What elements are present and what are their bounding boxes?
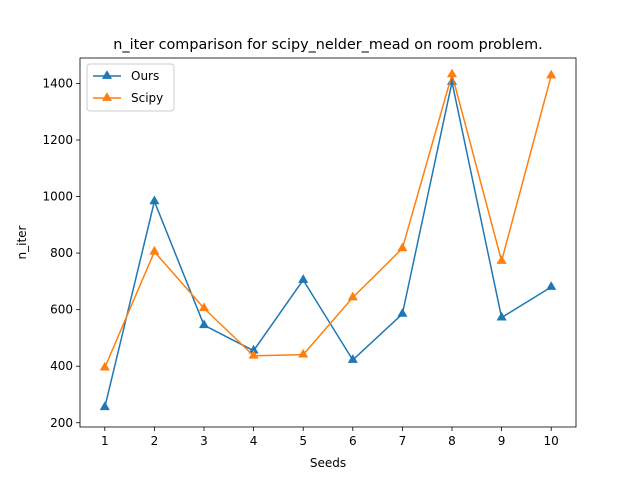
data-point-scipy xyxy=(347,291,358,301)
x-axis: 1 2 3 4 5 6 7 8 9 10 xyxy=(101,427,559,448)
data-point-scipy xyxy=(496,255,507,264)
data-point-ours xyxy=(198,319,210,329)
data-point-ours xyxy=(496,311,507,321)
y-tick-label: 1200 xyxy=(42,133,73,147)
data-point-scipy xyxy=(99,361,110,371)
y-tick-label: 200 xyxy=(50,416,73,430)
x-tick-label: 1 xyxy=(101,434,109,448)
x-tick-label: 10 xyxy=(544,434,559,448)
data-point-scipy xyxy=(248,349,259,359)
legend-marker-scipy xyxy=(101,92,113,101)
data-point-scipy xyxy=(446,68,458,78)
y-tick-label: 1400 xyxy=(42,76,73,90)
y-tick-label: 800 xyxy=(50,246,73,260)
y-tick-label: 1000 xyxy=(42,190,73,204)
y-tick-label: 400 xyxy=(50,359,73,373)
data-point-scipy xyxy=(546,69,557,79)
data-point-scipy xyxy=(298,348,309,358)
data-point-ours xyxy=(298,274,309,283)
data-point-scipy xyxy=(397,242,408,252)
x-tick-label: 9 xyxy=(498,434,506,448)
data-point-scipy xyxy=(149,245,160,255)
x-axis-label: Seeds xyxy=(310,456,346,470)
x-tick-label: 4 xyxy=(250,434,258,448)
data-point-ours xyxy=(397,308,408,317)
legend-label-ours: Ours xyxy=(131,69,159,83)
chart-title: n_iter comparison for scipy_nelder_mead … xyxy=(113,37,542,53)
data-point-ours xyxy=(546,281,557,290)
y-axis-label: n_iter xyxy=(15,225,29,259)
x-tick-label: 5 xyxy=(299,434,307,448)
axes-frame xyxy=(79,57,577,428)
data-point-ours xyxy=(99,401,110,411)
y-axis: 200 400 600 800 1000 1200 1400 xyxy=(42,76,80,430)
x-tick-label: 7 xyxy=(399,434,407,448)
legend-label-scipy: Scipy xyxy=(131,91,163,105)
data-point-ours xyxy=(149,195,160,205)
plot-area xyxy=(99,68,557,411)
data-point-scipy xyxy=(198,302,210,312)
y-tick-label: 600 xyxy=(50,303,73,317)
legend: Ours Scipy xyxy=(86,63,175,112)
legend-marker-ours xyxy=(101,70,113,79)
series-line-ours xyxy=(104,81,552,408)
series-line-scipy xyxy=(104,73,552,368)
x-tick-label: 2 xyxy=(151,434,159,448)
data-point-ours xyxy=(347,354,358,363)
x-tick-label: 6 xyxy=(349,434,357,448)
x-tick-label: 8 xyxy=(448,434,456,448)
x-tick-label: 3 xyxy=(200,434,208,448)
